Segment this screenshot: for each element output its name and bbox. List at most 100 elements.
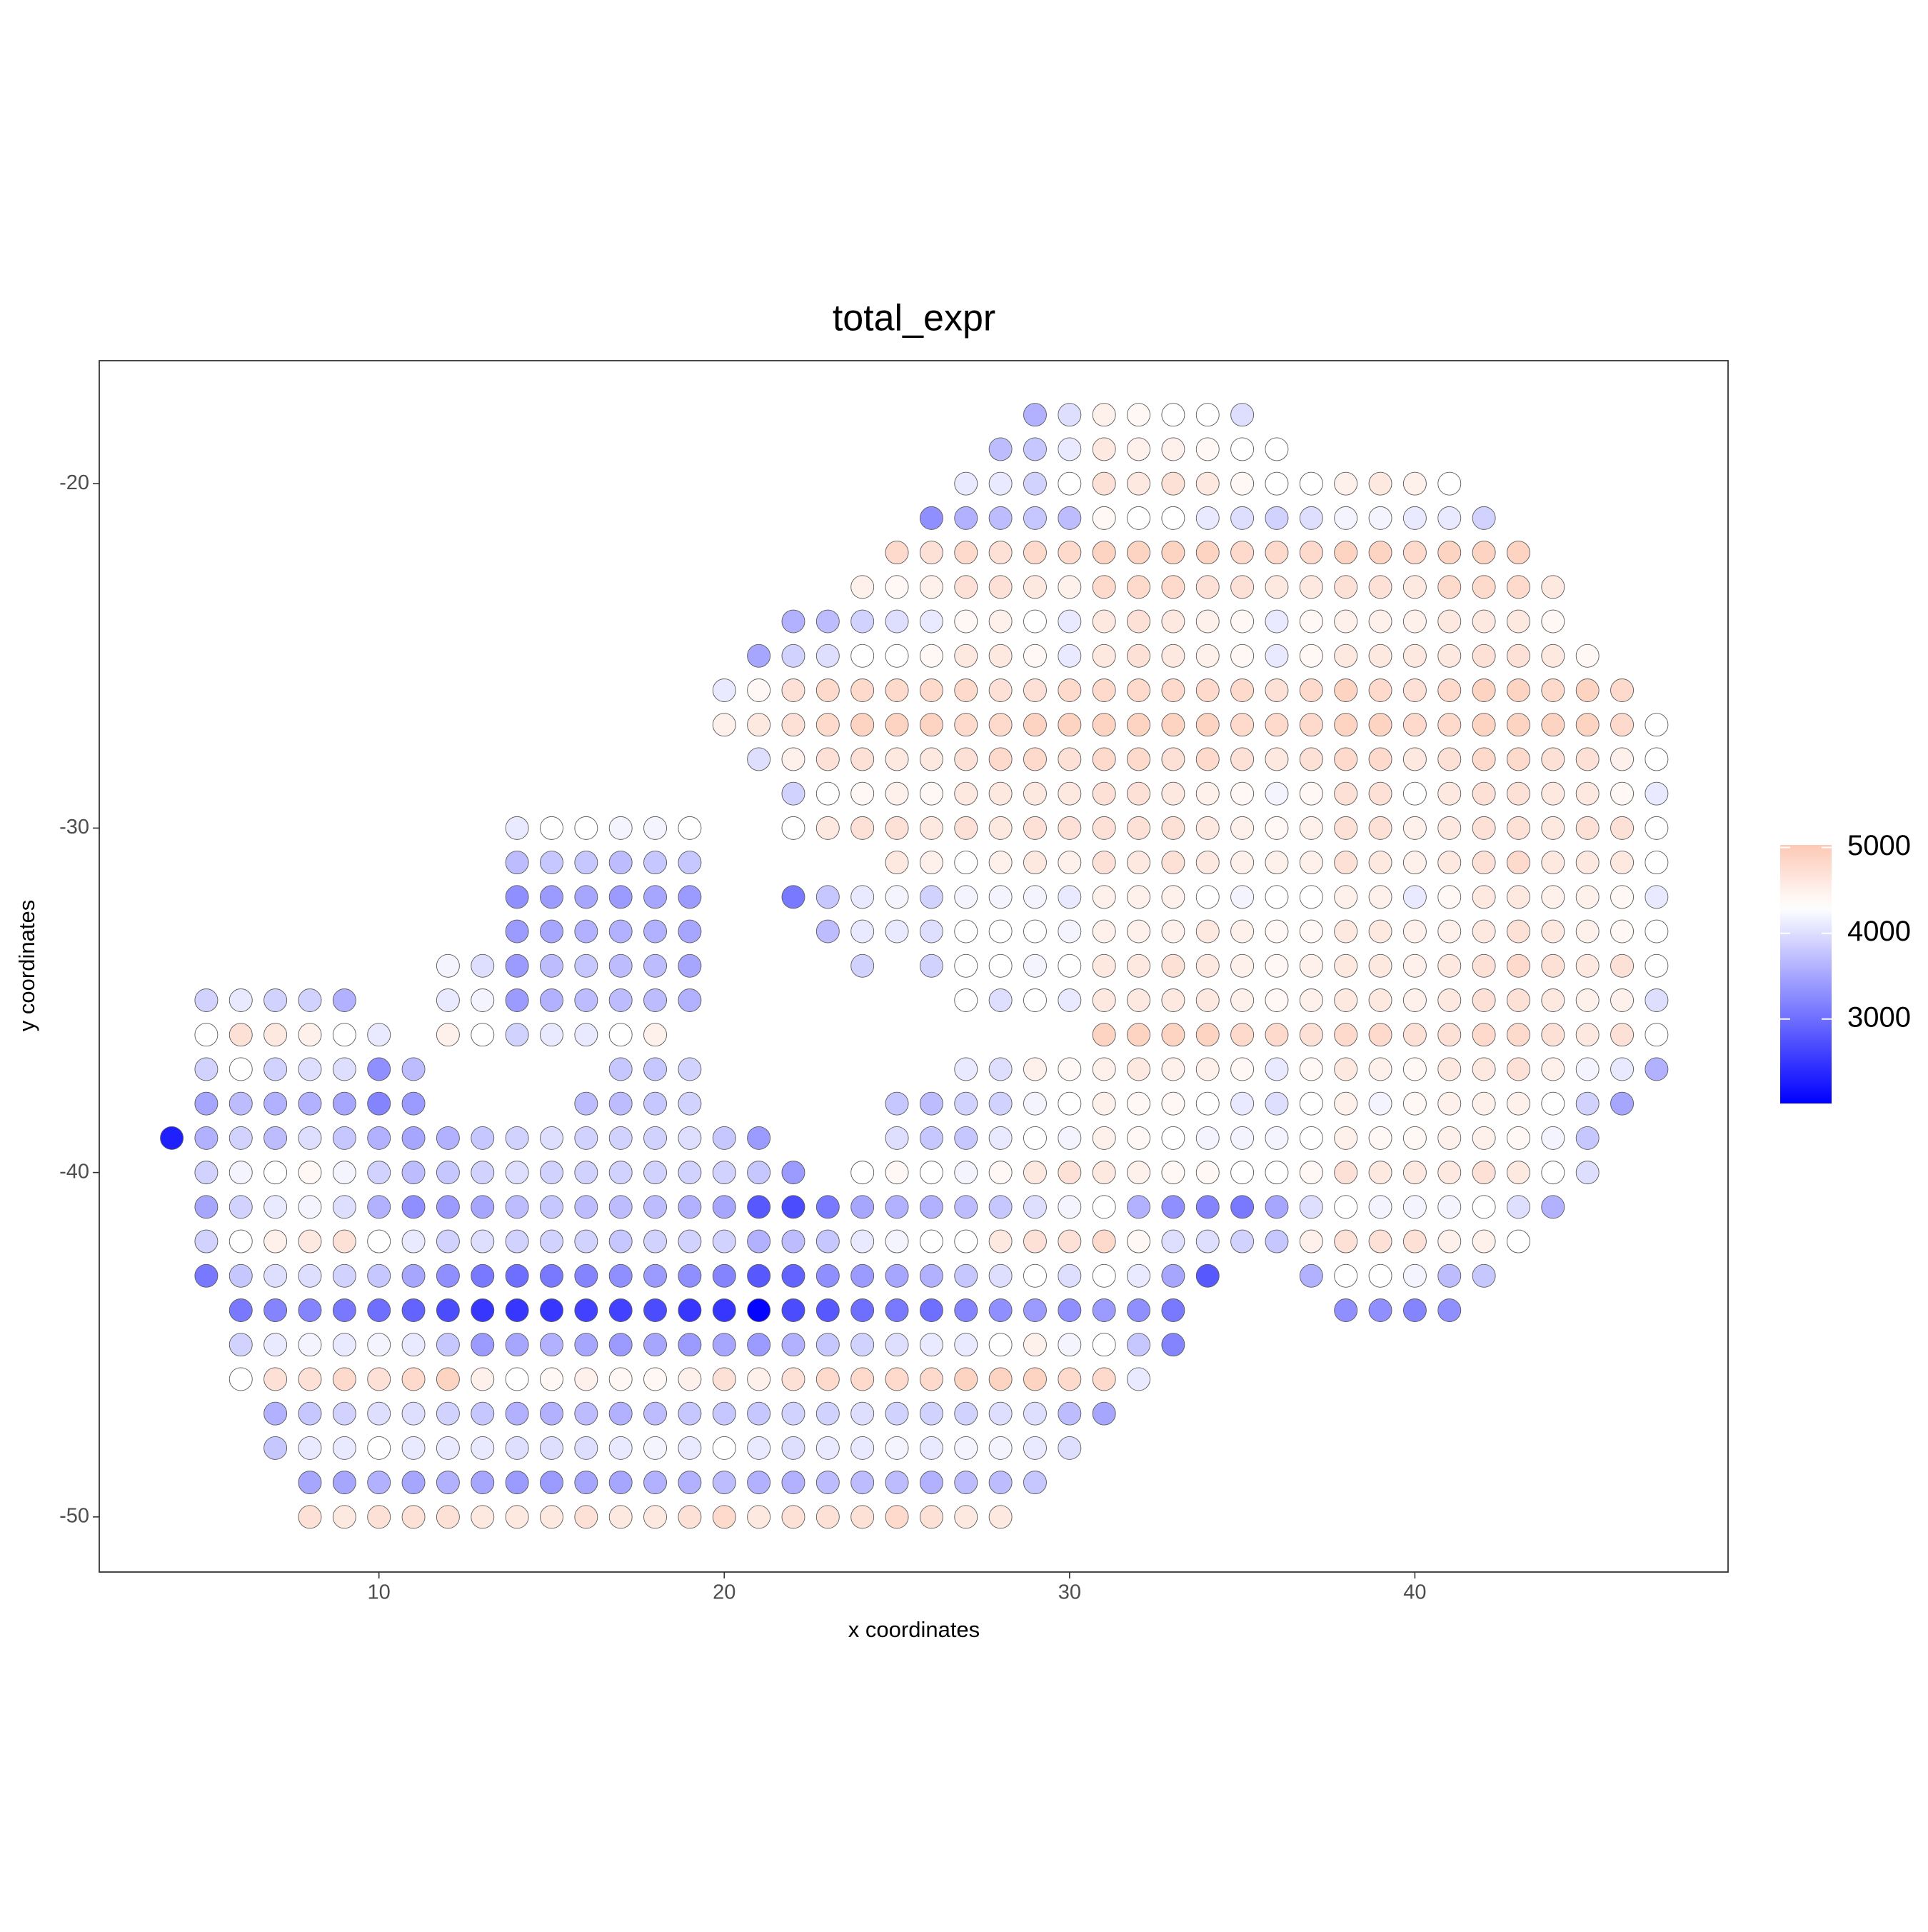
spot: [608, 1436, 633, 1460]
spot: [988, 1229, 1013, 1253]
spot: [1265, 781, 1289, 806]
spot: [1334, 919, 1358, 944]
spot: [263, 1367, 288, 1391]
spot: [194, 1057, 219, 1081]
spot: [954, 575, 978, 599]
spot: [1299, 747, 1323, 771]
spot: [919, 713, 943, 737]
spot: [298, 988, 322, 1012]
spot: [1230, 816, 1255, 840]
spot: [1161, 679, 1185, 702]
spot: [1265, 1091, 1289, 1116]
spot: [1437, 644, 1462, 668]
spot: [1437, 1298, 1462, 1322]
spot: [919, 1298, 943, 1322]
spot: [781, 1471, 805, 1495]
spot: [574, 1161, 598, 1185]
spot: [1023, 851, 1047, 875]
spot: [1507, 609, 1530, 634]
spot: [608, 851, 633, 875]
spot: [1023, 1161, 1047, 1185]
y-axis-title: y coordinates: [14, 900, 39, 1031]
spot: [1127, 471, 1150, 496]
spot: [1472, 851, 1496, 875]
spot: [1265, 1126, 1289, 1150]
spot: [1230, 541, 1255, 565]
spot: [1092, 1091, 1116, 1116]
spot: [1265, 644, 1289, 668]
spot: [1161, 851, 1185, 875]
spot: [954, 1436, 978, 1460]
spot: [1230, 919, 1255, 944]
spot: [1402, 506, 1427, 530]
spot: [1058, 437, 1082, 461]
spot: [1058, 403, 1082, 427]
spot: [781, 1505, 805, 1529]
spot: [1058, 919, 1082, 944]
spot: [471, 1436, 495, 1460]
spot: [988, 1057, 1013, 1081]
spot: [781, 1401, 805, 1426]
spot: [1299, 988, 1323, 1012]
spot: [988, 609, 1013, 634]
spot: [1610, 1023, 1634, 1047]
spot: [540, 919, 563, 944]
spot: [1092, 1023, 1116, 1047]
spot: [1230, 1023, 1255, 1047]
spot: [298, 1263, 322, 1288]
spot: [1645, 781, 1669, 806]
spot: [1402, 1263, 1427, 1288]
spot: [1127, 506, 1150, 530]
spot: [954, 1505, 978, 1529]
spot: [540, 1333, 563, 1357]
spot: [1437, 954, 1462, 978]
spot: [1230, 471, 1255, 496]
spot: [608, 1367, 633, 1391]
spot: [1645, 954, 1669, 978]
spot: [1610, 713, 1634, 737]
spot: [1334, 1229, 1358, 1253]
spot: [1195, 1023, 1220, 1047]
spot: [1402, 885, 1427, 909]
spot: [643, 1057, 667, 1081]
spot: [919, 679, 943, 702]
spot: [1195, 747, 1220, 771]
spot: [436, 1161, 460, 1185]
spot: [1023, 1091, 1047, 1116]
spot: [401, 1505, 426, 1529]
spot: [1265, 1161, 1289, 1185]
spot: [1161, 781, 1185, 806]
spot: [1023, 713, 1047, 737]
spot: [815, 679, 840, 702]
spot: [1058, 1401, 1082, 1426]
spot: [885, 1091, 909, 1116]
spot: [919, 506, 943, 530]
spot: [747, 679, 771, 702]
spot: [781, 644, 805, 668]
spot: [1127, 575, 1150, 599]
spot: [1127, 1333, 1150, 1357]
spot: [401, 1229, 426, 1253]
spot: [1195, 437, 1220, 461]
spot: [298, 1367, 322, 1391]
spot: [919, 1091, 943, 1116]
spot: [1058, 1057, 1082, 1081]
spot: [919, 609, 943, 634]
spot: [1195, 679, 1220, 702]
spot: [850, 644, 875, 668]
spot: [194, 1263, 219, 1288]
spot: [1541, 1195, 1565, 1219]
spot: [1265, 988, 1289, 1012]
spot: [471, 1195, 495, 1219]
spot: [1092, 1367, 1116, 1391]
spot: [1472, 1195, 1496, 1219]
spot: [1230, 679, 1255, 702]
spot: [298, 1436, 322, 1460]
spot: [1195, 609, 1220, 634]
spot: [229, 1298, 253, 1322]
spot: [1127, 1298, 1150, 1322]
spot: [1092, 541, 1116, 565]
spot: [540, 988, 563, 1012]
spot: [263, 1023, 288, 1047]
spot: [643, 1401, 667, 1426]
